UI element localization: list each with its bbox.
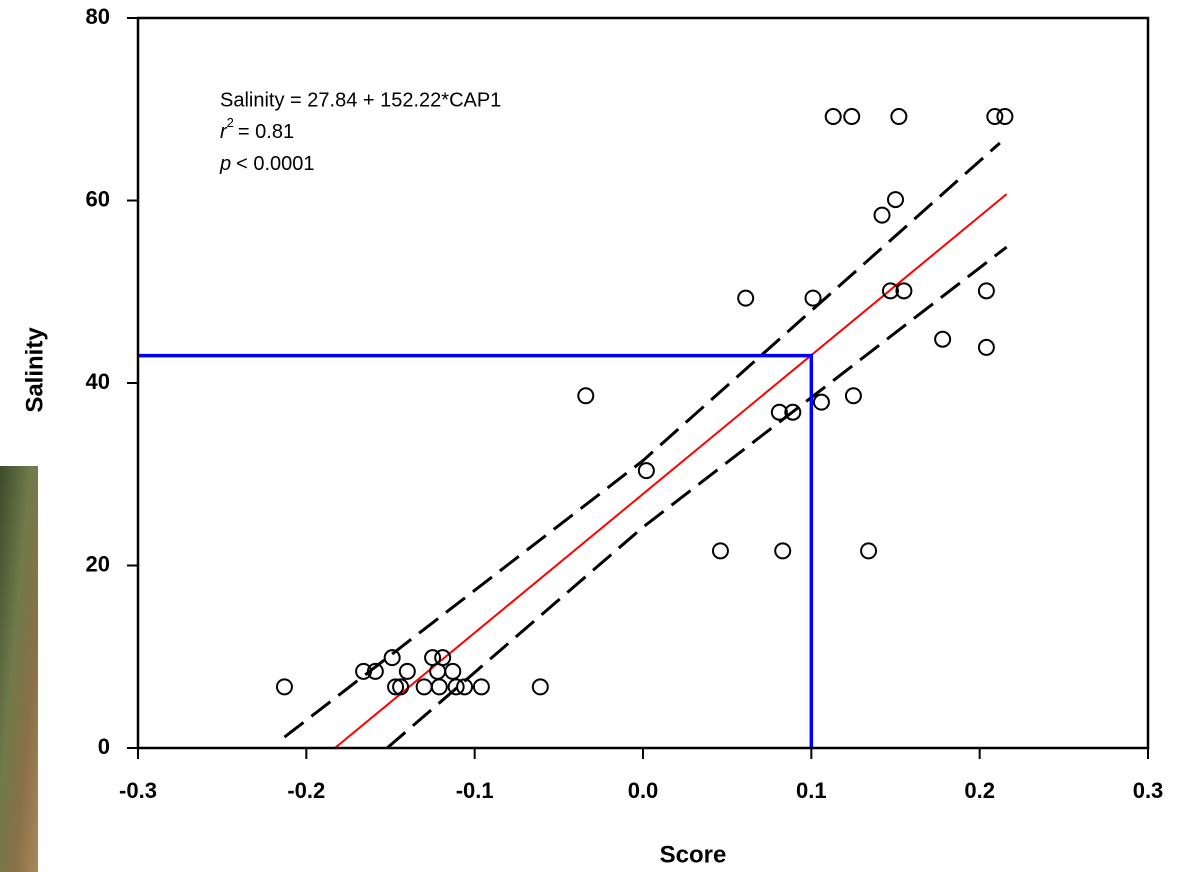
point: [447, 678, 465, 696]
point: [977, 338, 995, 356]
point: [387, 678, 405, 696]
x-tick-label: 0.0: [628, 778, 659, 803]
point: [804, 289, 822, 307]
point: [456, 678, 474, 696]
point: [996, 108, 1014, 126]
confidence-line: [386, 245, 1008, 750]
point: [934, 330, 952, 348]
point: [531, 678, 549, 696]
point: [890, 108, 908, 126]
point: [774, 542, 792, 560]
x-tick-label: -0.2: [287, 778, 325, 803]
point: [860, 542, 878, 560]
annotation: Salinity = 27.84 + 152.22*CAP1 r2 = 0.81 …: [219, 89, 501, 175]
point: [895, 282, 913, 300]
point: [887, 191, 904, 209]
point: [824, 108, 842, 126]
point: [843, 108, 861, 126]
point: [770, 403, 788, 421]
y-tick-label: 80: [86, 4, 110, 29]
x-tick-label: -0.3: [119, 778, 157, 803]
point: [434, 649, 452, 667]
point: [737, 289, 755, 307]
point: [844, 387, 862, 405]
x-tick-label: -0.1: [456, 778, 494, 803]
point: [398, 662, 416, 680]
y-tick-label: 0: [98, 734, 110, 759]
plot-frame: [136, 16, 1150, 750]
point: [812, 393, 830, 411]
confidence-line: [283, 141, 1001, 739]
p-symbol: p: [219, 153, 231, 175]
line: [138, 353, 814, 748]
point: [873, 206, 891, 224]
line: [334, 193, 1008, 749]
x-axis-title: Score: [660, 841, 727, 868]
p-value: p < 0.0001: [219, 153, 315, 175]
point: [444, 662, 462, 680]
point: [711, 542, 729, 560]
background-photo: [0, 466, 38, 872]
r-squared: r2 = 0.81: [220, 115, 294, 143]
point: [392, 678, 410, 696]
point: [275, 678, 293, 696]
y-tick-label: 60: [86, 186, 110, 211]
point: [881, 282, 899, 300]
point: [415, 678, 433, 696]
r-symbol: r: [220, 121, 228, 143]
equation: Salinity = 27.84 + 152.22*CAP1: [220, 89, 501, 111]
r-exponent: 2: [227, 115, 234, 130]
point: [637, 462, 655, 480]
point: [472, 678, 490, 696]
point: [784, 403, 802, 421]
y-tick-label: 40: [86, 369, 110, 394]
point: [577, 387, 595, 405]
x-tick-label: 0.2: [964, 778, 995, 803]
y-axis-title: Salinity: [21, 327, 48, 413]
point: [986, 108, 1004, 126]
p-text: < 0.0001: [236, 153, 314, 175]
y-tick-label: 20: [86, 551, 110, 576]
point: [383, 649, 401, 667]
point: [366, 662, 384, 680]
x-tick-label: 0.1: [796, 778, 827, 803]
r-text: = 0.81: [238, 121, 294, 143]
point: [977, 282, 995, 300]
x-tick-label: 0.3: [1133, 778, 1164, 803]
point: [430, 678, 448, 696]
point: [355, 662, 373, 680]
